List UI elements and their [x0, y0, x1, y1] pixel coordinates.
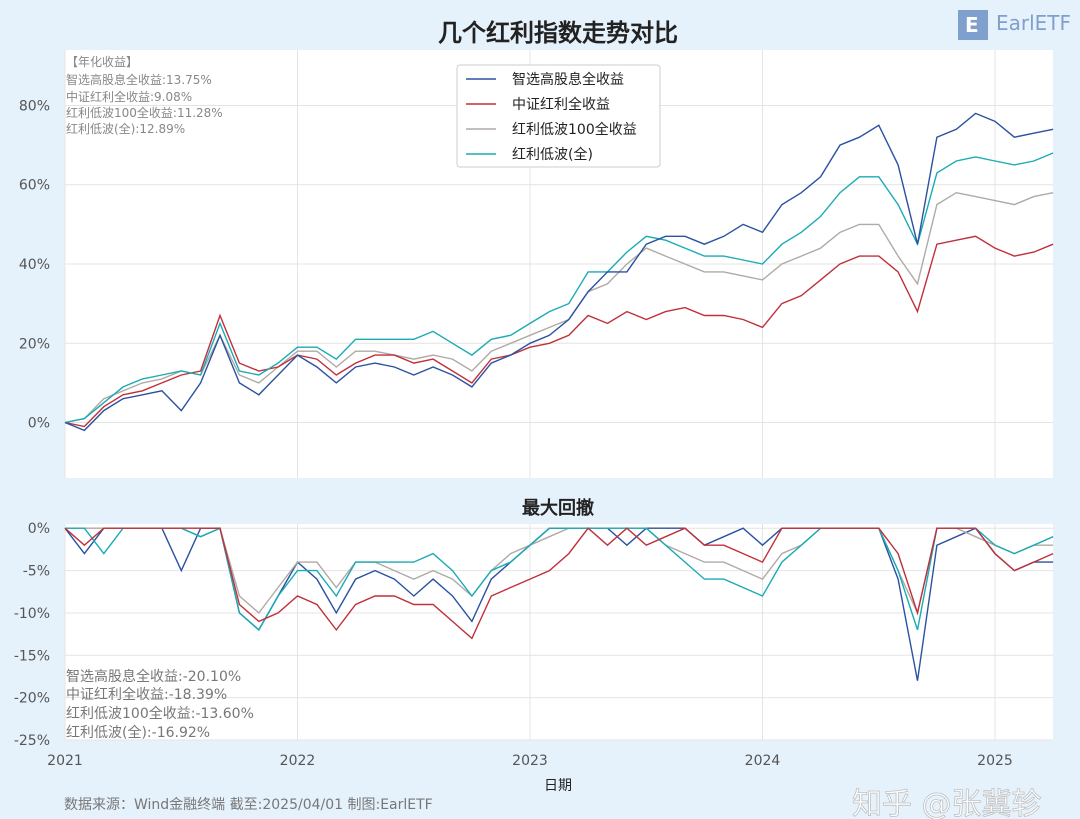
- legend-label: 中证红利全收益: [512, 96, 610, 113]
- annotation-line: 中证红利全收益:9.08%: [66, 89, 192, 104]
- x-tick-label: 2023: [512, 753, 548, 769]
- x-tick-label: 2021: [47, 753, 83, 769]
- y-tick-label: -15%: [14, 648, 50, 664]
- legend-label: 红利低波(全): [512, 146, 593, 163]
- drawdown-title: 最大回撤: [522, 497, 594, 519]
- logo: E EarlETF: [958, 10, 1071, 40]
- y-tick-label: -5%: [23, 564, 50, 580]
- y-tick-label: 0%: [28, 521, 50, 537]
- series-line-2: [64, 191, 1054, 424]
- annotation-line: 中证红利全收益:-18.39%: [66, 686, 227, 703]
- annotation-line: 红利低波(全):-16.92%: [66, 724, 210, 741]
- logo-mark: [958, 10, 988, 40]
- legend-label: 智选高股息全收益: [512, 71, 624, 88]
- watermark: 知乎 @张冀轸: [852, 787, 1042, 819]
- annotation-line: 红利低波100全收益:11.28%: [66, 105, 223, 120]
- legend: 智选高股息全收益 中证红利全收益 红利低波100全收益 红利低波(全): [456, 64, 661, 168]
- y-tick-label: 40%: [19, 257, 50, 273]
- annual-return-annotation: 【年化收益】 智选高股息全收益:13.75% 中证红利全收益:9.08% 红利低…: [66, 55, 223, 136]
- series-line-0: [64, 112, 1054, 432]
- y-tick-label: 0%: [28, 416, 50, 432]
- x-tick-label: 2025: [977, 753, 1013, 769]
- logo-text: EarlETF: [996, 11, 1071, 35]
- annotation-header: 【年化收益】: [66, 55, 138, 69]
- annotation-line: 红利低波100全收益:-13.60%: [66, 705, 254, 722]
- x-tick-label: 2022: [280, 753, 316, 769]
- y-tick-label: -20%: [14, 691, 50, 707]
- x-tick-label: 2024: [745, 753, 781, 769]
- y-tick-label: -10%: [14, 606, 50, 622]
- max-drawdown-annotation: 智选高股息全收益:-20.10% 中证红利全收益:-18.39% 红利低波100…: [66, 668, 254, 741]
- series-line-1: [64, 527, 1054, 640]
- y-tick-label: 20%: [19, 336, 50, 352]
- legend-box: [456, 64, 661, 168]
- chart-title: 几个红利指数走势对比: [438, 19, 678, 47]
- legend-label: 红利低波100全收益: [512, 121, 637, 138]
- annotation-line: 红利低波(全):12.89%: [66, 121, 185, 136]
- y-tick-label: -25%: [14, 733, 50, 749]
- series-line-3: [65, 527, 1054, 631]
- y-tick-label: 80%: [19, 98, 50, 114]
- footer-source: 数据来源：Wind金融终端 截至:2025/04/01 制图:EarlETF: [64, 797, 433, 813]
- y-tick-label: 60%: [19, 178, 50, 194]
- annotation-line: 智选高股息全收益:13.75%: [66, 72, 212, 87]
- x-axis-label: 日期: [544, 778, 572, 794]
- logo-glyph: E: [965, 13, 979, 37]
- series-line-3: [64, 152, 1054, 424]
- annotation-line: 智选高股息全收益:-20.10%: [66, 668, 241, 685]
- series-line-1: [64, 235, 1054, 428]
